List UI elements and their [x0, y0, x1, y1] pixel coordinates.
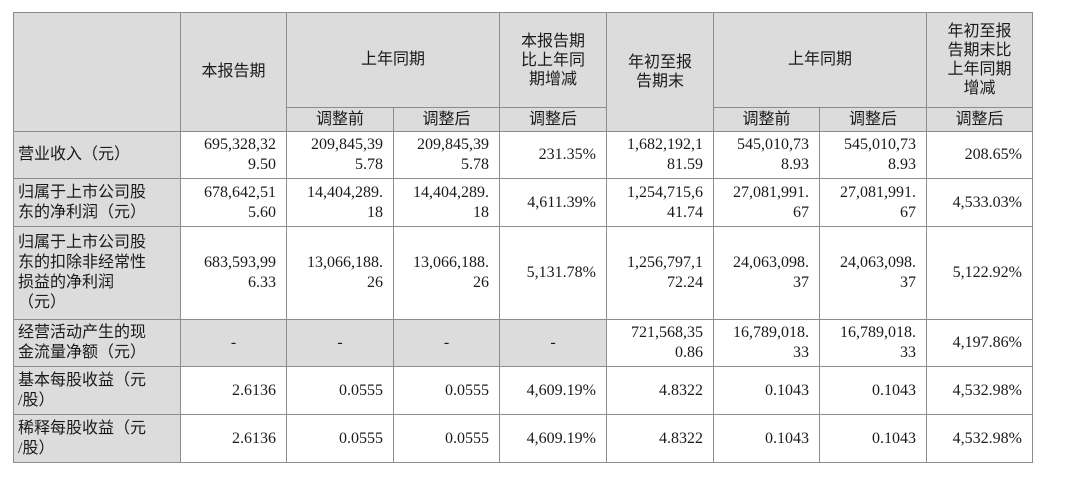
- header-current-vs-prior: 本报告期 比上年同 期增减: [499, 12, 607, 108]
- table-row: 基本每股收益（元 /股） 2.6136 0.0555 0.0555 4,609.…: [13, 366, 1033, 415]
- header-ytd-change-after-adjustment: 调整后: [926, 107, 1033, 132]
- prior-after-value: 14,404,289. 18: [393, 178, 500, 227]
- ytd-prior-after-value: 545,010,73 8.93: [819, 131, 927, 179]
- change-value: -: [499, 319, 607, 367]
- ytd-prior-after-value: 0.1043: [819, 414, 927, 463]
- prior-before-value: 14,404,289. 18: [286, 178, 394, 227]
- row-label: 基本每股收益（元 /股）: [13, 366, 181, 415]
- prior-after-value: 0.0555: [393, 366, 500, 415]
- change-value: 4,609.19%: [499, 414, 607, 463]
- header-ytd-after-adjustment: 调整后: [819, 107, 927, 132]
- header-ytd-vs-prior: 年初至报 告期末比 上年同期 增减: [926, 12, 1033, 108]
- ytd-change-value: 4,532.98%: [926, 366, 1033, 415]
- prior-after-value: 0.0555: [393, 414, 500, 463]
- table-row: 营业收入（元） 695,328,32 9.50 209,845,39 5.78 …: [13, 131, 1033, 179]
- table-row: 归属于上市公司股 东的净利润（元） 678,642,51 5.60 14,404…: [13, 178, 1033, 227]
- ytd-change-value: 208.65%: [926, 131, 1033, 179]
- row-label: 稀释每股收益（元 /股）: [13, 414, 181, 463]
- change-value: 4,609.19%: [499, 366, 607, 415]
- ytd-change-value: 4,197.86%: [926, 319, 1033, 367]
- row-label: 归属于上市公司股 东的扣除非经常性 损益的净利润 （元）: [13, 226, 181, 320]
- ytd-value: 721,568,35 0.86: [606, 319, 714, 367]
- change-value: 5,131.78%: [499, 226, 607, 320]
- ytd-prior-after-value: 0.1043: [819, 366, 927, 415]
- current-value: 695,328,32 9.50: [180, 131, 287, 179]
- current-value: 683,593,99 6.33: [180, 226, 287, 320]
- ytd-prior-before-value: 24,063,098. 37: [713, 226, 820, 320]
- header-ytd: 年初至报 告期末: [606, 12, 714, 132]
- ytd-value: 1,254,715,6 41.74: [606, 178, 714, 227]
- header-prior-period: 上年同期: [286, 12, 500, 108]
- prior-before-value: 0.0555: [286, 414, 394, 463]
- row-label: 经营活动产生的现 金流量净额（元）: [13, 319, 181, 367]
- ytd-prior-before-value: 0.1043: [713, 366, 820, 415]
- ytd-prior-after-value: 16,789,018. 33: [819, 319, 927, 367]
- ytd-value: 4.8322: [606, 414, 714, 463]
- prior-after-value: -: [393, 319, 500, 367]
- current-value: -: [180, 319, 287, 367]
- prior-before-value: 0.0555: [286, 366, 394, 415]
- ytd-change-value: 5,122.92%: [926, 226, 1033, 320]
- header-change-after-adjustment: 调整后: [499, 107, 607, 132]
- prior-before-value: -: [286, 319, 394, 367]
- header-current-period: 本报告期: [180, 12, 287, 132]
- ytd-value: 1,256,797,1 72.24: [606, 226, 714, 320]
- header-before-adjustment: 调整前: [286, 107, 394, 132]
- table-row: 稀释每股收益（元 /股） 2.6136 0.0555 0.0555 4,609.…: [13, 414, 1033, 463]
- ytd-prior-after-value: 27,081,991. 67: [819, 178, 927, 227]
- ytd-prior-before-value: 16,789,018. 33: [713, 319, 820, 367]
- header-after-adjustment: 调整后: [393, 107, 500, 132]
- header-corner: [13, 12, 181, 132]
- header-row-2: 调整前 调整后 调整后 调整前 调整后 调整后: [14, 107, 1033, 132]
- header-row-1: 本报告期 上年同期 本报告期 比上年同 期增减 年初至报 告期末 上年同期 年初…: [13, 12, 1033, 132]
- ytd-change-value: 4,533.03%: [926, 178, 1033, 227]
- prior-after-value: 209,845,39 5.78: [393, 131, 500, 179]
- row-label: 营业收入（元）: [13, 131, 181, 179]
- ytd-change-value: 4,532.98%: [926, 414, 1033, 463]
- ytd-prior-after-value: 24,063,098. 37: [819, 226, 927, 320]
- row-label: 归属于上市公司股 东的净利润（元）: [13, 178, 181, 227]
- ytd-prior-before-value: 0.1043: [713, 414, 820, 463]
- ytd-prior-before-value: 27,081,991. 67: [713, 178, 820, 227]
- current-value: 678,642,51 5.60: [180, 178, 287, 227]
- prior-after-value: 13,066,188. 26: [393, 226, 500, 320]
- table-row: 经营活动产生的现 金流量净额（元） - - - - 721,568,35 0.8…: [13, 319, 1033, 367]
- header-ytd-before-adjustment: 调整前: [713, 107, 820, 132]
- current-value: 2.6136: [180, 366, 287, 415]
- header-prior-ytd: 上年同期: [713, 12, 927, 108]
- ytd-value: 4.8322: [606, 366, 714, 415]
- prior-before-value: 209,845,39 5.78: [286, 131, 394, 179]
- prior-before-value: 13,066,188. 26: [286, 226, 394, 320]
- table-row: 归属于上市公司股 东的扣除非经常性 损益的净利润 （元） 683,593,99 …: [13, 226, 1033, 320]
- change-value: 4,611.39%: [499, 178, 607, 227]
- change-value: 231.35%: [499, 131, 607, 179]
- ytd-prior-before-value: 545,010,73 8.93: [713, 131, 820, 179]
- ytd-value: 1,682,192,1 81.59: [606, 131, 714, 179]
- current-value: 2.6136: [180, 414, 287, 463]
- financial-data-table: 本报告期 上年同期 本报告期 比上年同 期增减 年初至报 告期末 上年同期 年初…: [13, 12, 1033, 463]
